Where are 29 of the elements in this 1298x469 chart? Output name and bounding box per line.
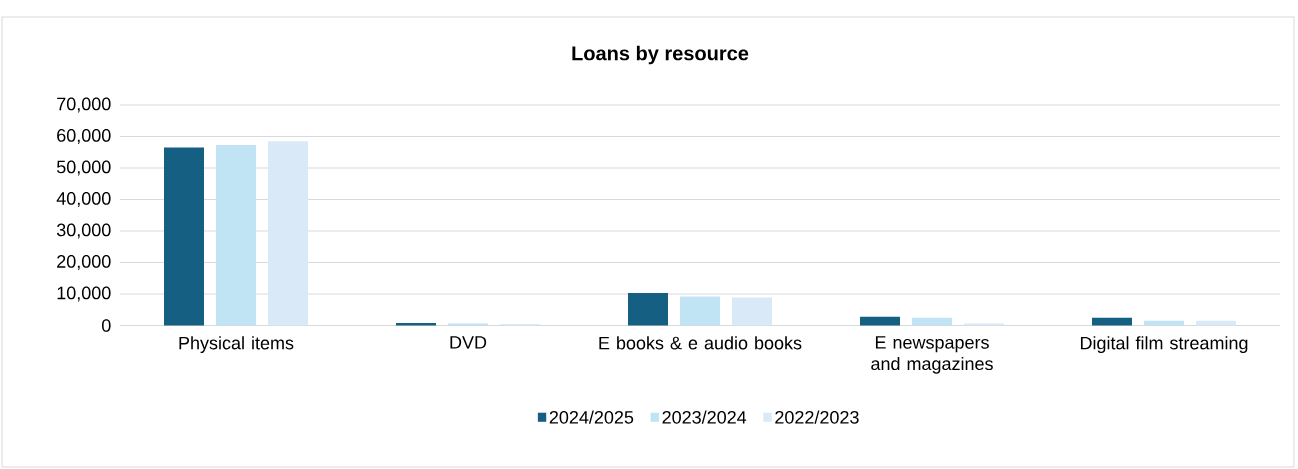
bar (1092, 317, 1132, 326)
bar (732, 297, 772, 326)
bar (268, 141, 309, 326)
bar (396, 322, 437, 326)
bar (912, 317, 952, 326)
bar (860, 316, 901, 326)
legend-label: 2023/2024 (662, 410, 747, 424)
bar (1196, 320, 1236, 326)
x-tick-label: E books & e audio books (599, 336, 802, 350)
y-tick-label: 20,000 (57, 255, 111, 270)
legend-label: 2024/2025 (549, 410, 634, 424)
bar (680, 296, 720, 326)
y-tick-label: 40,000 (56, 192, 111, 207)
bar (164, 147, 205, 326)
y-tick-label: 10,000 (57, 286, 111, 302)
y-tick-label: 60,000 (57, 129, 111, 144)
bar (216, 145, 257, 326)
chart-title: Loans by resource (572, 45, 749, 65)
y-tick-label: 70,000 (57, 97, 111, 113)
bar (628, 293, 669, 326)
x-tick-label: E newspapers and magazines (871, 336, 993, 374)
bar (1144, 320, 1184, 326)
x-tick-label: DVD (450, 336, 487, 349)
y-tick-label: 50,000 (56, 160, 111, 176)
legend-label: 2022/2023 (775, 410, 859, 424)
x-tick-label: Digital film streaming (1080, 336, 1248, 353)
y-tick-label: 0 (102, 319, 111, 332)
x-tick-label: Physical items (179, 336, 294, 353)
y-tick-label: 30,000 (56, 223, 111, 239)
